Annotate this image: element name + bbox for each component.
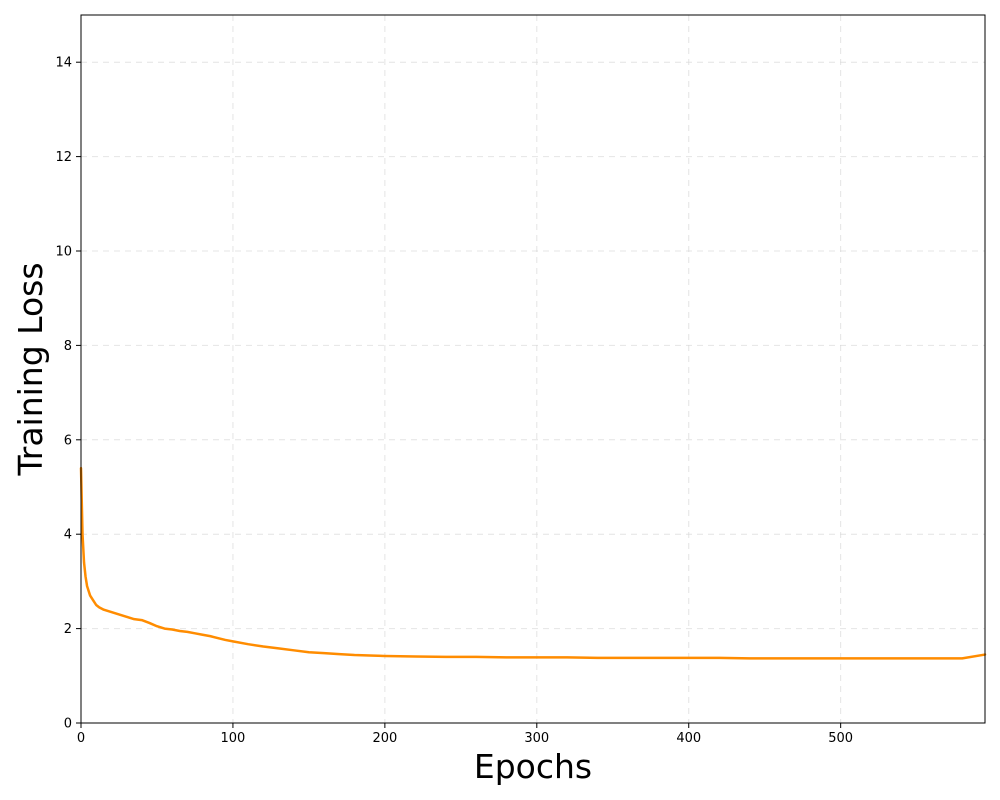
y-axis: 0 2 4 6 8 10 12 14 (55, 56, 81, 732)
y-tick-label: 8 (64, 339, 72, 354)
y-tick-label: 6 (64, 433, 72, 448)
x-tick-label: 100 (221, 731, 246, 746)
y-tick-label: 0 (64, 717, 72, 732)
series-line-0 (79, 466, 987, 660)
y-tick-label: 2 (64, 622, 72, 637)
x-tick-label: 500 (828, 731, 853, 746)
y-axis-title: Training Loss (11, 262, 50, 476)
y-tick-label: 12 (55, 150, 72, 165)
x-axis-title: Epochs (474, 747, 592, 786)
x-tick-label: 200 (372, 731, 397, 746)
x-tick-label: 300 (524, 731, 549, 746)
y-tick-label: 4 (64, 528, 72, 543)
grid (80, 15, 985, 724)
plot-frame (80, 14, 986, 724)
x-tick-label: 0 (77, 731, 85, 746)
series-layer (79, 466, 987, 660)
x-tick-label: 400 (676, 731, 701, 746)
y-tick-label: 10 (55, 245, 72, 260)
y-tick-label: 14 (55, 56, 72, 71)
x-axis: 0 100 200 300 400 500 (77, 723, 853, 746)
